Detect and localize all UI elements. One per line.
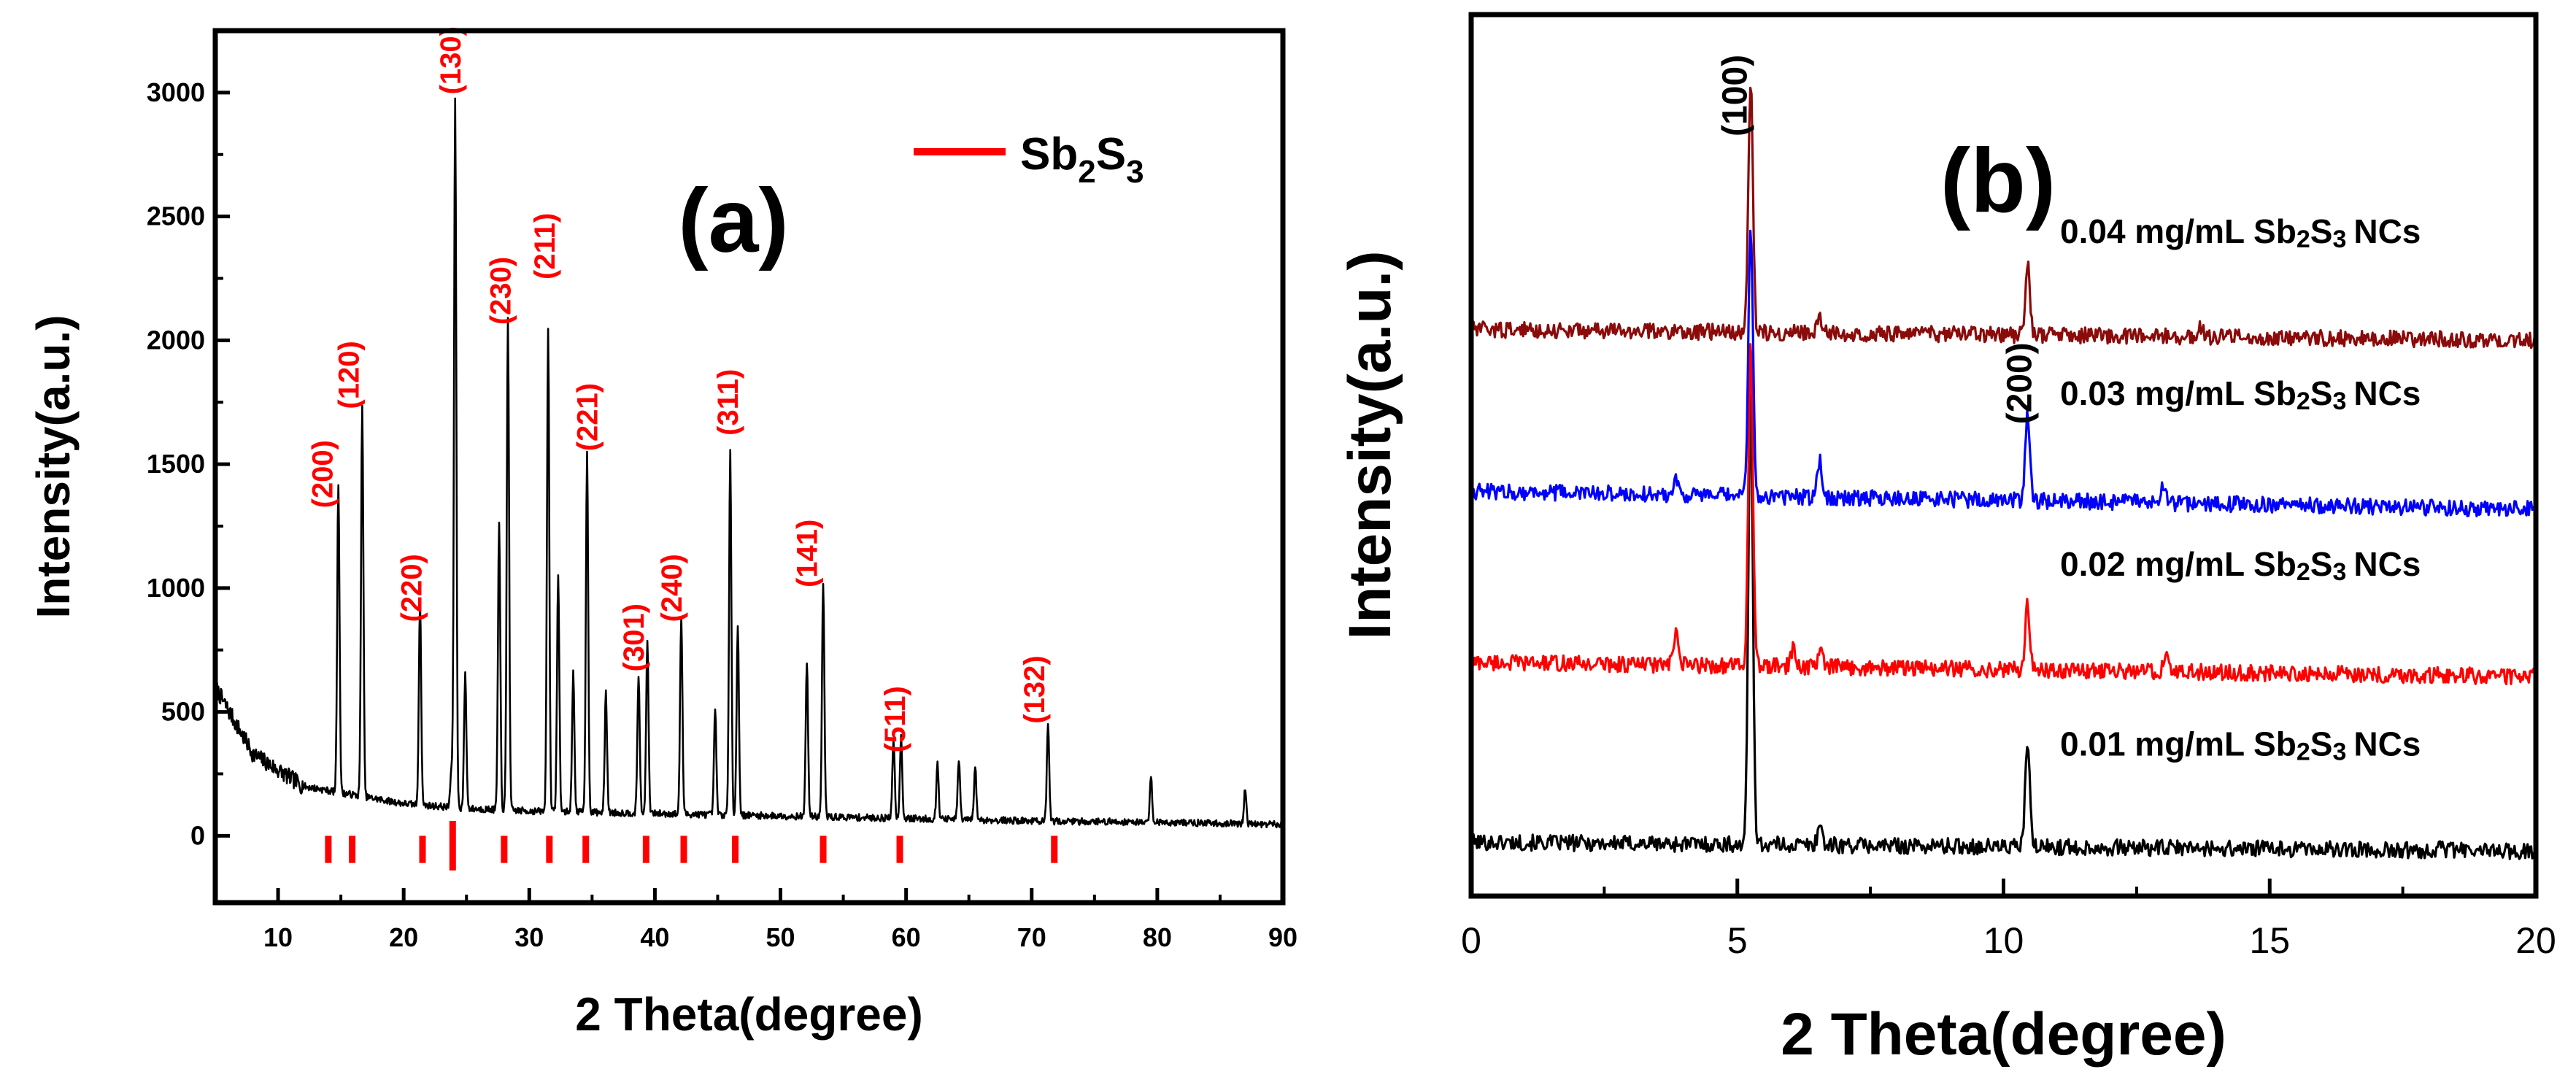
hkl-label-211: (211) (529, 213, 561, 279)
peak-label-b-100: (100) (1716, 55, 1754, 136)
series-label-s: S (2310, 545, 2333, 583)
panel-label-b: (b) (1940, 131, 2056, 231)
y-tick-label-a-500: 500 (161, 697, 205, 727)
series-line-s002 (1470, 343, 2537, 686)
series-label-sub-3: 3 (2332, 558, 2346, 586)
hkl-label-311: (311) (712, 369, 744, 436)
series-label-prefix: 0.04 mg/mL Sb (2060, 212, 2297, 250)
legend-label-sub-3: 3 (1126, 154, 1144, 190)
y-tick-label-a-3000: 3000 (147, 77, 205, 107)
series-label-s: S (2310, 374, 2333, 412)
series-label-sub-3: 3 (2332, 738, 2346, 766)
series-label-s002: 0.02 mg/mL Sb2S3 NCs (2060, 545, 2421, 586)
series-label-prefix: 0.01 mg/mL Sb (2060, 725, 2297, 763)
series-label-suffix: NCs (2353, 212, 2421, 250)
series-label-s: S (2310, 725, 2333, 763)
y-tick-label-a-0: 0 (190, 820, 205, 850)
x-tick-label-b-5: 5 (1727, 920, 1748, 961)
x-axis-title-b: 2 Theta(degree) (1781, 1001, 2226, 1068)
series-label-sub-3: 3 (2332, 387, 2346, 415)
series-label-suffix: NCs (2353, 374, 2421, 412)
y-tick-label-a-1500: 1500 (147, 449, 205, 479)
hkl-label-130: (130) (435, 26, 467, 94)
x-tick-label-a-90: 90 (1268, 922, 1297, 952)
hkl-label-301: (301) (618, 603, 650, 671)
panel-label-a: (a) (678, 171, 789, 271)
y-axis-title-b: Intensity(a.u.) (1337, 250, 1403, 639)
legend-label-sb2s3: Sb2S3 (1020, 129, 1144, 190)
series-label-prefix: 0.03 mg/mL Sb (2060, 374, 2297, 412)
hkl-label-141: (141) (792, 520, 824, 587)
hkl-label-132: (132) (1019, 655, 1051, 723)
plot-frame-a (212, 28, 1286, 906)
series-label-suffix: NCs (2353, 545, 2421, 583)
series-label-sub-3: 3 (2332, 225, 2346, 253)
peak-label-b-200: (200) (2001, 342, 2040, 424)
x-tick-label-a-30: 30 (514, 922, 544, 952)
series-label-sub-2: 2 (2297, 225, 2310, 253)
y-axis-title-a: Intensity(a.u.) (27, 315, 80, 618)
hkl-label-230: (230) (485, 257, 517, 325)
panel-a: (200) (120) (220) (130) (230) (211) (221) (301)… (27, 26, 1297, 1041)
hkl-label-200: (200) (306, 440, 339, 508)
legend-label-sub-2: 2 (1078, 154, 1095, 190)
series-label-s003: 0.03 mg/mL Sb2S3 NCs (2060, 374, 2421, 415)
x-tick-label-a-80: 80 (1143, 922, 1172, 952)
series-label-s001: 0.01 mg/mL Sb2S3 NCs (2060, 725, 2421, 766)
x-tick-label-b-15: 15 (2249, 920, 2290, 961)
legend-label-part-s: S (1096, 129, 1126, 180)
xrd-trace-sb2s3 (214, 97, 1284, 829)
x-axis-title-a: 2 Theta(degree) (575, 988, 923, 1041)
x-tick-label-b-20: 20 (2515, 920, 2556, 961)
y-tick-label-a-2000: 2000 (147, 325, 205, 355)
series-label-sub-2: 2 (2297, 738, 2310, 766)
series-label-sub-2: 2 (2297, 558, 2310, 586)
legend-a: Sb2S3 (914, 129, 1144, 190)
series-line-s001 (1470, 393, 2537, 860)
hkl-label-511: (511) (879, 686, 911, 752)
series-label-sub-2: 2 (2297, 387, 2310, 415)
x-tick-label-a-40: 40 (640, 922, 669, 952)
x-tick-label-a-10: 10 (263, 922, 293, 952)
series-label-suffix: NCs (2353, 725, 2421, 763)
x-tick-label-a-50: 50 (766, 922, 795, 952)
x-tick-label-b-10: 10 (1983, 920, 2024, 961)
y-tick-label-a-1000: 1000 (147, 573, 205, 603)
x-tick-label-a-20: 20 (389, 922, 418, 952)
x-tick-label-a-70: 70 (1017, 922, 1046, 952)
series-line-s004 (1470, 86, 2537, 350)
x-tick-label-a-60: 60 (892, 922, 921, 952)
hkl-label-120: (120) (333, 341, 365, 409)
series-label-s: S (2310, 212, 2333, 250)
legend-label-part-sb: Sb (1020, 129, 1078, 180)
series-line-s003 (1470, 229, 2537, 517)
hkl-label-221: (221) (571, 383, 603, 451)
series-label-s004: 0.04 mg/mL Sb2S3 NCs (2060, 212, 2421, 253)
y-tick-label-a-2500: 2500 (147, 201, 205, 231)
hkl-label-220: (220) (396, 554, 428, 622)
x-tick-label-b-0: 0 (1461, 920, 1481, 961)
series-label-prefix: 0.02 mg/mL Sb (2060, 545, 2297, 583)
hkl-label-240: (240) (656, 554, 688, 622)
